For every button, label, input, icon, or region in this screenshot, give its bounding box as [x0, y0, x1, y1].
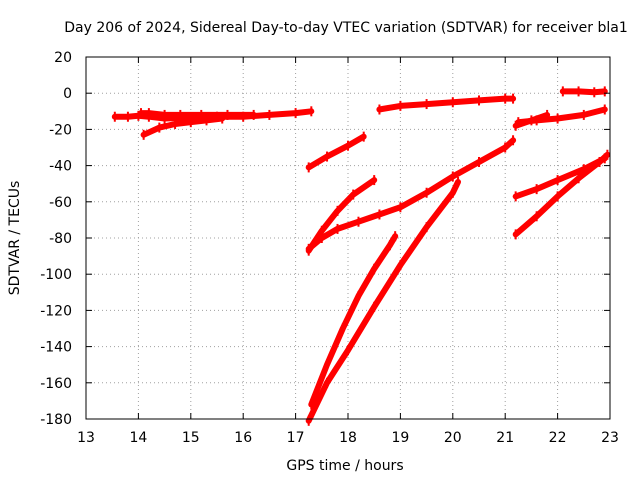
y-tick-label: 0: [63, 86, 72, 102]
series-line: [305, 137, 517, 252]
series-line: [305, 133, 367, 171]
y-tick-label: -20: [49, 122, 72, 138]
y-tick-label: -40: [49, 159, 72, 175]
y-tick-label: -60: [49, 195, 72, 211]
series-line: [308, 233, 399, 408]
series-line: [512, 151, 611, 238]
y-tick-label: -180: [40, 412, 72, 428]
x-tick-label: 21: [496, 430, 514, 446]
ticks: 13 14 15 16 17 18 19 20 21 22 23 20 0 -20 -40 -60 -80 -10…: [40, 50, 619, 446]
x-tick-label: 22: [549, 430, 567, 446]
series-points: [142, 113, 224, 140]
y-tick-label: -160: [40, 376, 72, 392]
y-tick-label: 20: [54, 50, 72, 66]
x-tick-label: 14: [129, 430, 147, 446]
series-points: [378, 93, 515, 115]
y-tick-label: -100: [40, 267, 72, 283]
series-points: [310, 231, 397, 410]
x-tick-label: 19: [391, 430, 409, 446]
y-tick-label: -140: [40, 340, 72, 356]
y-tick-label: -80: [49, 231, 72, 247]
series-points: [307, 135, 515, 254]
series-points: [561, 86, 606, 98]
x-tick-label: 20: [444, 430, 462, 446]
series-points: [514, 149, 609, 240]
x-tick-label: 16: [234, 430, 252, 446]
series-points: [307, 131, 365, 173]
series-group: [111, 86, 611, 426]
series-points: [140, 108, 255, 120]
series-line: [559, 88, 608, 96]
series-line: [140, 115, 226, 138]
y-tick-label: -120: [40, 303, 72, 319]
x-axis-label: GPS time / hours: [286, 458, 403, 474]
series-points: [517, 104, 606, 128]
series-line: [138, 110, 257, 118]
x-tick-label: 17: [287, 430, 305, 446]
x-tick-label: 13: [77, 430, 95, 446]
x-tick-label: 15: [182, 430, 200, 446]
y-axis-label: SDTVAR / TECUs: [7, 181, 23, 296]
x-tick-label: 18: [339, 430, 357, 446]
series-points: [307, 176, 460, 426]
x-tick-label: 23: [601, 430, 619, 446]
series-line: [305, 178, 461, 424]
chart-title: Day 206 of 2024, Sidereal Day-to-day VTE…: [64, 20, 627, 36]
